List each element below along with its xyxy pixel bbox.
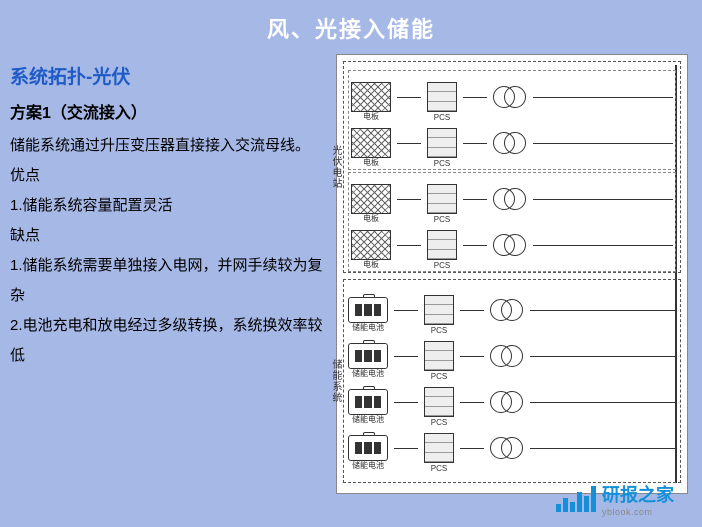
battery-label: 储能电池 (349, 368, 387, 379)
watermark: 研报之家 yblook.com (556, 481, 674, 517)
wire (530, 448, 676, 449)
pcs-label: PCS (425, 326, 453, 335)
solar-panel-icon: 电板 (351, 184, 391, 214)
transformer-icon (490, 344, 524, 368)
transformer-icon (493, 187, 527, 211)
wire (463, 97, 487, 98)
page-title: 风、光接入储能 (0, 12, 702, 44)
wire (397, 143, 421, 144)
pcs-icon: PCS (424, 387, 454, 417)
wire (460, 356, 484, 357)
pcs-icon: PCS (424, 433, 454, 463)
wire (397, 97, 421, 98)
solar-panel-icon: 电板 (351, 128, 391, 158)
wire (394, 310, 418, 311)
pcs-label: PCS (428, 113, 456, 122)
battery-icon: 储能电池 (348, 297, 388, 323)
text-column: 系统拓扑-光伏 方案1（交流接入） 储能系统通过升压变压器直接接入交流母线。 优… (10, 54, 328, 494)
pv-subgroup: 电板 PCS 电板 PCS (348, 70, 676, 170)
wire (530, 310, 676, 311)
pv-station-label: 光伏电站 (328, 145, 343, 189)
advantages-label: 优点 (10, 161, 328, 191)
transformer-icon (493, 131, 527, 155)
wire (460, 310, 484, 311)
transformer-icon (490, 436, 524, 460)
topology-diagram: 光伏电站 电板 PCS 电板 PCS (336, 54, 688, 494)
storage-row: 储能电池 PCS (348, 334, 676, 378)
disadvantages-label: 缺点 (10, 221, 328, 251)
panel-label: 电板 (352, 259, 390, 270)
battery-icon: 储能电池 (348, 389, 388, 415)
transformer-icon (490, 390, 524, 414)
wire (460, 402, 484, 403)
transformer-icon (490, 298, 524, 322)
pcs-icon: PCS (427, 184, 457, 214)
wire (533, 245, 673, 246)
battery-icon: 储能电池 (348, 343, 388, 369)
battery-label: 储能电池 (349, 322, 387, 333)
wire (530, 402, 676, 403)
wire (533, 143, 673, 144)
scheme-title: 方案1（交流接入） (10, 99, 328, 123)
pcs-icon: PCS (427, 82, 457, 112)
description: 储能系统通过升压变压器直接接入交流母线。 (10, 131, 328, 161)
section-title: 系统拓扑-光伏 (10, 62, 328, 89)
pv-station-box: 光伏电站 电板 PCS 电板 PCS (343, 61, 681, 273)
disadvantage-1: 1.储能系统需要单独接入电网，并网手续较为复杂 (10, 251, 328, 311)
pv-row: 电板 PCS (351, 75, 673, 119)
wire (530, 356, 676, 357)
watermark-bars-icon (556, 486, 596, 512)
pcs-icon: PCS (427, 128, 457, 158)
disadvantage-2: 2.电池充电和放电经过多级转换，系统换效率较低 (10, 311, 328, 371)
battery-label: 储能电池 (349, 414, 387, 425)
wire (533, 199, 673, 200)
storage-row: 储能电池 PCS (348, 380, 676, 424)
pv-row: 电板 PCS (351, 177, 673, 221)
pv-row: 电板 PCS (351, 223, 673, 267)
storage-system-label: 储能系统 (328, 359, 343, 403)
pv-row: 电板 PCS (351, 121, 673, 165)
pcs-label: PCS (425, 418, 453, 427)
wire (397, 245, 421, 246)
wire (533, 97, 673, 98)
wire (463, 245, 487, 246)
transformer-icon (493, 233, 527, 257)
pcs-label: PCS (425, 464, 453, 473)
pcs-label: PCS (428, 261, 456, 270)
storage-row: 储能电池 PCS (348, 288, 676, 332)
advantage-1: 1.储能系统容量配置灵活 (10, 191, 328, 221)
pcs-label: PCS (428, 215, 456, 224)
wire (460, 448, 484, 449)
watermark-url: yblook.com (602, 507, 674, 517)
pcs-icon: PCS (424, 341, 454, 371)
pcs-icon: PCS (424, 295, 454, 325)
title-bar: 风、光接入储能 (0, 0, 702, 54)
watermark-brand: 研报之家 (602, 485, 674, 505)
wire (463, 199, 487, 200)
wire (463, 143, 487, 144)
storage-row: 储能电池 PCS (348, 426, 676, 470)
panel-label: 电板 (352, 111, 390, 122)
pcs-label: PCS (428, 159, 456, 168)
wire (397, 199, 421, 200)
wire (394, 402, 418, 403)
panel-label: 电板 (352, 213, 390, 224)
transformer-icon (493, 85, 527, 109)
battery-label: 储能电池 (349, 460, 387, 471)
content-area: 系统拓扑-光伏 方案1（交流接入） 储能系统通过升压变压器直接接入交流母线。 优… (0, 54, 702, 494)
pcs-label: PCS (425, 372, 453, 381)
pcs-icon: PCS (427, 230, 457, 260)
solar-panel-icon: 电板 (351, 230, 391, 260)
pv-subgroup: 电板 PCS 电板 PCS (348, 172, 676, 272)
wire (394, 356, 418, 357)
solar-panel-icon: 电板 (351, 82, 391, 112)
wire (394, 448, 418, 449)
storage-system-box: 储能系统 储能电池 PCS 储能电池 PCS 储能电池 PCS (343, 279, 681, 483)
panel-label: 电板 (352, 157, 390, 168)
battery-icon: 储能电池 (348, 435, 388, 461)
watermark-text: 研报之家 yblook.com (602, 481, 674, 517)
